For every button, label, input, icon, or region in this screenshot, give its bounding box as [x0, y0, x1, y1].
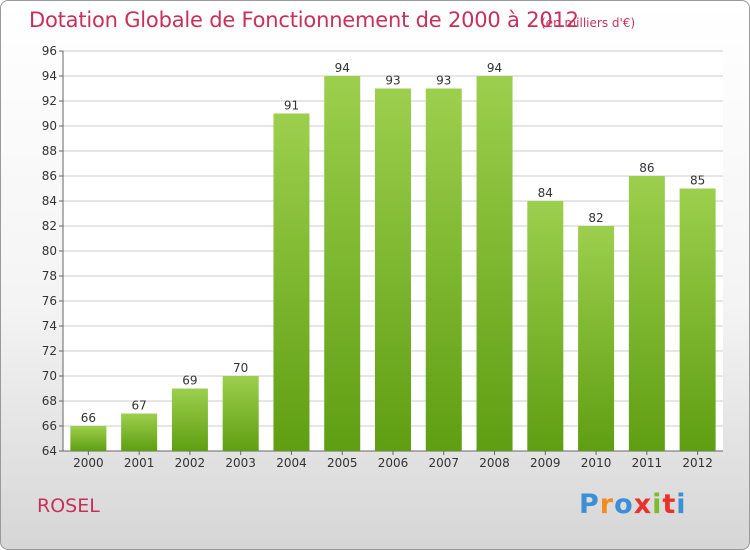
y-tick-label: 68 [42, 394, 57, 408]
y-tick-label: 78 [42, 269, 57, 283]
y-tick-label: 64 [42, 444, 57, 458]
bar [70, 426, 107, 451]
x-tick-label: 2006 [378, 456, 409, 470]
x-tick-label: 2009 [530, 456, 561, 470]
data-label: 86 [639, 161, 654, 175]
y-tick-label: 80 [42, 244, 57, 258]
data-label: 82 [588, 211, 603, 225]
data-label: 94 [335, 61, 350, 75]
data-label: 66 [81, 411, 96, 425]
bar [578, 226, 615, 451]
data-label: 70 [233, 361, 248, 375]
bar [425, 88, 462, 451]
y-tick-label: 72 [42, 344, 57, 358]
commune-name: ROSEL [37, 495, 100, 517]
data-label: 85 [690, 174, 705, 188]
x-tick-label: 2000 [73, 456, 104, 470]
x-tick-label: 2007 [428, 456, 459, 470]
logo-letter: i [652, 489, 663, 520]
data-label: 69 [182, 374, 197, 388]
bar [121, 413, 158, 451]
y-tick-label: 84 [42, 194, 57, 208]
bar [273, 113, 310, 451]
logo-letter: r [599, 489, 615, 520]
y-tick-label: 86 [42, 169, 57, 183]
x-tick-label: 2005 [327, 456, 358, 470]
x-tick-label: 2004 [276, 456, 307, 470]
y-tick-label: 96 [42, 44, 57, 58]
y-tick-label: 74 [42, 319, 57, 333]
x-tick-label: 2010 [581, 456, 612, 470]
y-tick-label: 70 [42, 369, 57, 383]
bar [171, 388, 208, 451]
bar [527, 201, 564, 451]
data-label: 91 [284, 99, 299, 113]
y-tick-label: 94 [42, 69, 57, 83]
data-label: 84 [538, 186, 553, 200]
y-tick-label: 76 [42, 294, 57, 308]
bar [628, 176, 665, 451]
logo-letter: x [633, 489, 653, 520]
bar [222, 376, 259, 451]
y-tick-label: 92 [42, 94, 57, 108]
x-tick-label: 2003 [225, 456, 256, 470]
data-label: 94 [487, 61, 502, 75]
logo-letter: i [676, 489, 687, 520]
bar [375, 88, 411, 451]
chart-title: Dotation Globale de Fonctionnement de 20… [29, 8, 579, 32]
data-label: 93 [436, 74, 451, 88]
x-tick-label: 2008 [479, 456, 510, 470]
proxiti-logo[interactable]: Proxiti [579, 489, 687, 520]
y-tick-label: 82 [42, 219, 57, 233]
data-label: 93 [385, 74, 400, 88]
x-tick-label: 2001 [124, 456, 155, 470]
x-tick-label: 2011 [632, 456, 663, 470]
y-tick-label: 88 [42, 144, 57, 158]
chart-subtitle: (en milliers d'€) [541, 16, 636, 30]
data-label: 67 [132, 399, 147, 413]
y-tick-label: 66 [42, 419, 57, 433]
bar [679, 188, 716, 451]
x-tick-label: 2002 [175, 456, 206, 470]
logo-letter: t [662, 489, 677, 520]
y-tick-label: 90 [42, 119, 57, 133]
bar [324, 76, 361, 451]
logo-letter: P [579, 489, 600, 520]
bar [476, 76, 513, 451]
x-tick-label: 2012 [682, 456, 713, 470]
logo-letter: o [614, 489, 634, 520]
